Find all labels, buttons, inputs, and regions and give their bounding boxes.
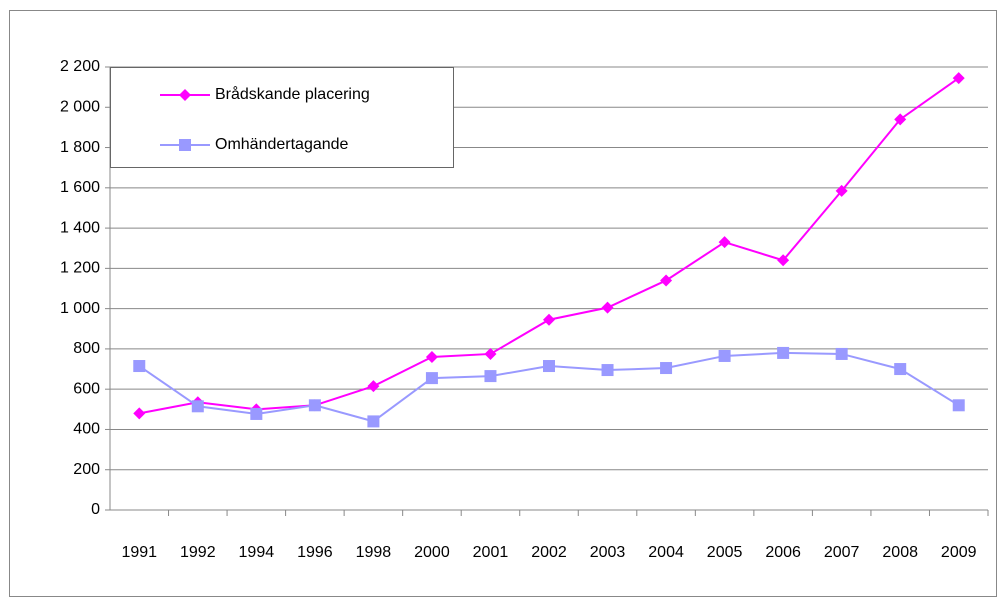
data-point <box>718 236 731 249</box>
y-tick-label: 1 000 <box>60 300 100 317</box>
data-point <box>367 380 380 393</box>
data-point <box>894 363 907 376</box>
x-tick-label: 2000 <box>414 544 450 561</box>
data-point <box>601 301 614 314</box>
data-point <box>660 274 673 287</box>
y-tick-label: 600 <box>73 380 100 397</box>
x-tick-label: 1998 <box>356 544 392 561</box>
data-point <box>425 350 438 363</box>
x-tick-label: 2003 <box>590 544 626 561</box>
x-tick-label: 2001 <box>473 544 509 561</box>
data-point <box>952 399 965 412</box>
data-point <box>601 364 614 377</box>
y-tick-label: 200 <box>73 461 100 478</box>
y-tick-label: 400 <box>73 421 100 438</box>
data-point <box>952 72 965 85</box>
data-point <box>718 349 731 362</box>
x-tick-label: 2009 <box>941 544 977 561</box>
data-point <box>133 407 146 420</box>
data-point <box>367 415 380 428</box>
y-tick-label: 2 000 <box>60 98 100 115</box>
data-point <box>660 362 673 375</box>
y-tick-label: 1 200 <box>60 260 100 277</box>
x-tick-label: 2005 <box>707 544 743 561</box>
data-point <box>777 346 790 359</box>
data-point <box>133 360 146 373</box>
y-tick-label: 2 200 <box>60 58 100 75</box>
x-tick-label: 2004 <box>648 544 684 561</box>
x-tick-label: 2008 <box>882 544 918 561</box>
y-tick-label: 1 400 <box>60 219 100 236</box>
data-point <box>777 254 790 267</box>
data-point <box>191 400 204 413</box>
x-tick-label: 2002 <box>531 544 567 561</box>
data-point <box>835 347 848 360</box>
data-point <box>543 313 555 326</box>
x-tick-label: 1994 <box>239 544 275 561</box>
y-tick-label: 800 <box>73 340 100 357</box>
x-tick-label: 2007 <box>824 544 860 561</box>
data-point <box>894 113 907 126</box>
data-point <box>835 184 848 197</box>
data-point <box>250 407 263 420</box>
legend-marker <box>179 89 191 101</box>
data-point <box>543 360 555 373</box>
y-tick-label: 0 <box>91 501 100 518</box>
x-tick-label: 1991 <box>121 544 157 561</box>
data-point <box>484 370 497 383</box>
x-tick-label: 2006 <box>765 544 801 561</box>
x-tick-label: 1992 <box>180 544 216 561</box>
legend-label: Omhändertagande <box>215 136 349 153</box>
data-point <box>308 399 321 412</box>
legend-label: Brådskande placering <box>215 85 370 103</box>
y-tick-label: 1 600 <box>60 179 100 196</box>
data-point <box>484 347 497 360</box>
x-tick-label: 1996 <box>297 544 333 561</box>
data-point <box>425 372 438 385</box>
legend-box <box>110 67 454 168</box>
y-tick-label: 1 800 <box>60 139 100 156</box>
legend-marker <box>179 139 191 151</box>
